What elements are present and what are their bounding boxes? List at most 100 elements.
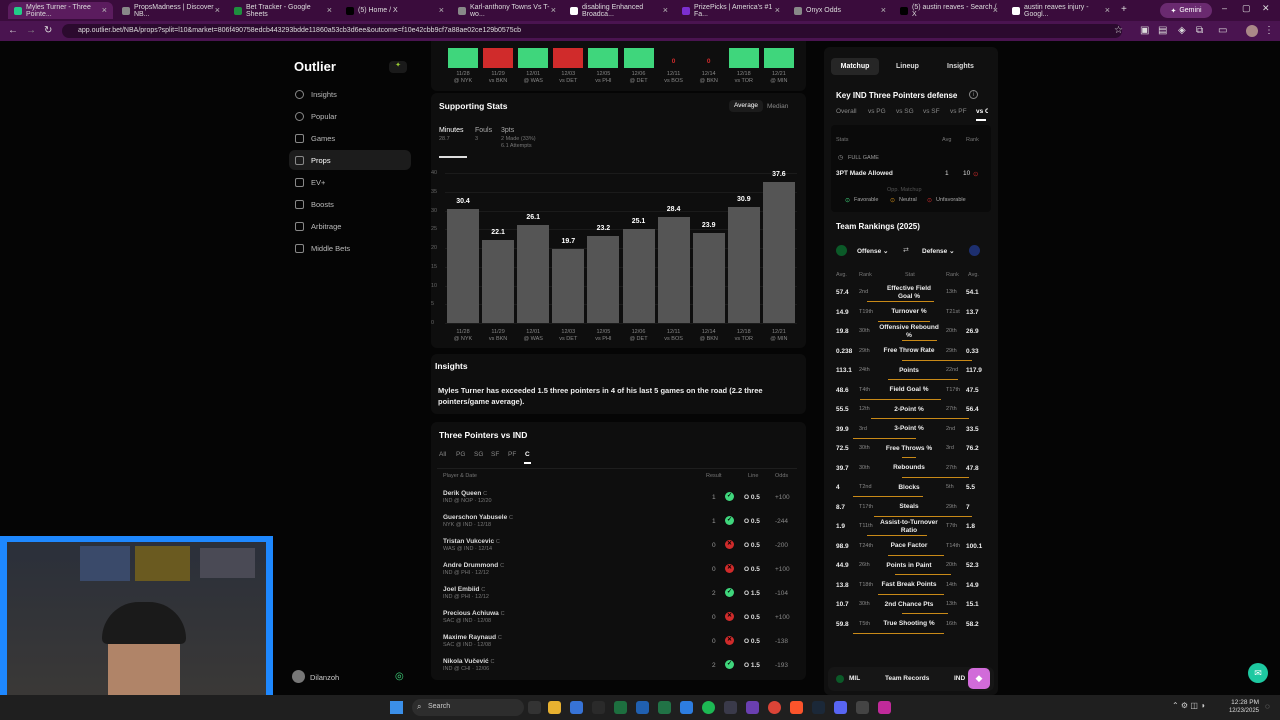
excel-icon[interactable] [658,701,671,714]
windows-start-icon[interactable] [390,701,403,714]
chart-bar[interactable] [482,240,515,323]
settings-icon[interactable]: ◎ [395,671,404,682]
close-icon[interactable]: × [992,5,998,15]
close-icon[interactable]: × [326,5,332,15]
app-icon[interactable] [636,701,649,714]
average-toggle[interactable]: Average [729,100,763,112]
chart-bar[interactable] [657,216,690,323]
tab-matchup[interactable]: Matchup [831,58,879,75]
tab-9[interactable]: austin reaves injury - Googl... × [1006,2,1116,19]
window-close-button[interactable]: ✕ [1262,3,1270,13]
minimize-button[interactable]: – [1222,3,1228,13]
def-filter-pg[interactable]: vs PG [868,108,886,115]
tab-fouls[interactable]: Fouls [475,127,493,134]
sidebar-item-games[interactable]: Games [289,128,411,148]
median-toggle[interactable]: Median [767,103,789,110]
close-icon[interactable]: × [438,5,444,15]
chart-bar[interactable] [622,228,655,323]
filter-pf[interactable]: PF [508,451,517,458]
chart-bar[interactable] [517,225,550,323]
tab-6[interactable]: PrizePicks | America's #1 Fa... × [676,2,786,19]
tab-0[interactable]: Myles Turner - Three Pointe... × [8,2,113,19]
close-icon[interactable]: × [214,5,220,15]
tab-7[interactable]: Onyx Odds × [788,2,892,19]
sidebar-item-props[interactable]: Props [289,150,411,170]
filter-sf[interactable]: SF [491,451,500,458]
sidebar-item-popular[interactable]: Popular [289,106,411,126]
def-filter-overall[interactable]: Overall [836,108,857,115]
clock-date[interactable]: 12/23/2025 [1228,708,1259,714]
close-icon[interactable]: × [774,5,780,15]
tab-insights[interactable]: Insights [947,63,974,70]
file-explorer-icon[interactable] [548,701,561,714]
sidebar-item-middle-bets[interactable]: Middle Bets [289,238,411,258]
profile-avatar[interactable] [1246,25,1258,37]
def-filter-pf[interactable]: vs PF [950,108,967,115]
table-row[interactable]: Maxime Raynaud C SAC @ IND · 12/08 0 ✕ O 0.5… [437,630,797,652]
sidepanel-icon[interactable]: ▭ [1218,25,1228,36]
chart-bar[interactable] [727,207,760,323]
table-row[interactable]: Tristan Vukcevic C WAS @ IND · 12/14 0 ✕ O 0… [437,534,797,556]
sidebar-item-boosts[interactable]: Boosts [289,194,411,214]
def-filter-sf[interactable]: vs SF [923,108,940,115]
tab-8[interactable]: (5) austin reaves - Search / X × [894,2,1004,19]
chart-bar[interactable] [447,209,479,323]
table-row[interactable]: Joel Embiid C IND @ PHI · 12/12 2 ✓ O 1.5 -10… [437,582,797,604]
app-icon[interactable] [592,701,605,714]
offense-select[interactable]: Offense ⌄ [857,247,888,255]
close-icon[interactable]: × [880,5,886,15]
table-row[interactable]: Guerschon Yabusele C NYK @ IND · 12/18 1 ✓ O… [437,510,797,532]
filter-c[interactable]: C [525,451,530,458]
magic-button[interactable]: ◆ [968,668,990,689]
url-input[interactable]: app.outlier.bet/NBA/props?split=l10&mark… [62,24,1122,38]
sidebar-item-arbitrage[interactable]: Arbitrage [289,216,411,236]
info-icon[interactable]: i [969,90,978,99]
app-icon[interactable] [724,701,737,714]
close-icon[interactable]: × [1104,5,1110,15]
filter-all[interactable]: All [439,451,447,458]
menu-icon[interactable]: ⋮ [1264,25,1274,36]
app-icon[interactable] [878,701,891,714]
chart-bar[interactable] [692,233,725,323]
tray-icons[interactable]: ⌃ ⚙ ◫ ◑ [1172,701,1205,710]
taskbar-search[interactable]: Search ⌕ [412,699,524,716]
reload-icon[interactable]: ↻ [44,25,53,36]
tab-1[interactable]: PropsMadness | Discover NB... × [116,2,226,19]
brave-icon[interactable] [790,701,803,714]
chart-bar[interactable] [762,182,795,323]
filter-pg[interactable]: PG [456,451,466,458]
tab-minutes[interactable]: Minutes [439,127,464,134]
bookmark-star-icon[interactable]: ☆ [1114,25,1123,36]
team-records-bar[interactable]: MIL Team Records IND ◆ [828,667,994,691]
discord-icon[interactable] [834,701,847,714]
taskview-icon[interactable] [528,701,541,714]
chart-bar[interactable] [552,249,585,323]
tab-3pts[interactable]: 3pts [501,127,515,134]
extension-icon[interactable]: ◈ [1178,25,1186,36]
filter-sg[interactable]: SG [474,451,484,458]
close-icon[interactable]: × [101,5,107,15]
app-icon[interactable] [856,701,869,714]
forward-icon[interactable]: → [26,25,36,36]
close-icon[interactable]: × [662,5,668,15]
notification-icon[interactable]: ◌ [1265,702,1270,711]
new-tab-button[interactable]: + [1121,4,1127,15]
back-icon[interactable]: ← [8,25,18,36]
extension-icon[interactable]: ▣ [1140,25,1150,36]
clock-time[interactable]: 12:28 PM [1231,699,1259,706]
table-row[interactable]: Derik Queen C IND @ NOP · 12/20 1 ✓ O 0.5 +10… [437,486,797,508]
maximize-button[interactable]: ▢ [1242,3,1251,13]
app-icon[interactable] [680,701,693,714]
app-icon[interactable] [746,701,759,714]
league-select-icon[interactable]: ✦ [389,61,407,73]
def-filter-sg[interactable]: vs SG [896,108,914,115]
chart-bar[interactable] [587,236,620,323]
outlier-logo[interactable]: Outlier [294,59,336,74]
spotify-icon[interactable] [702,701,715,714]
def-filter-c[interactable]: vs C [976,108,988,115]
steam-icon[interactable] [812,701,825,714]
chrome-icon[interactable] [768,701,781,714]
puzzle-icon[interactable]: ⧉ [1196,25,1204,36]
sidebar-item-ev[interactable]: EV+ [289,172,411,192]
tab-2[interactable]: Bet Tracker - Google Sheets × [228,2,338,19]
